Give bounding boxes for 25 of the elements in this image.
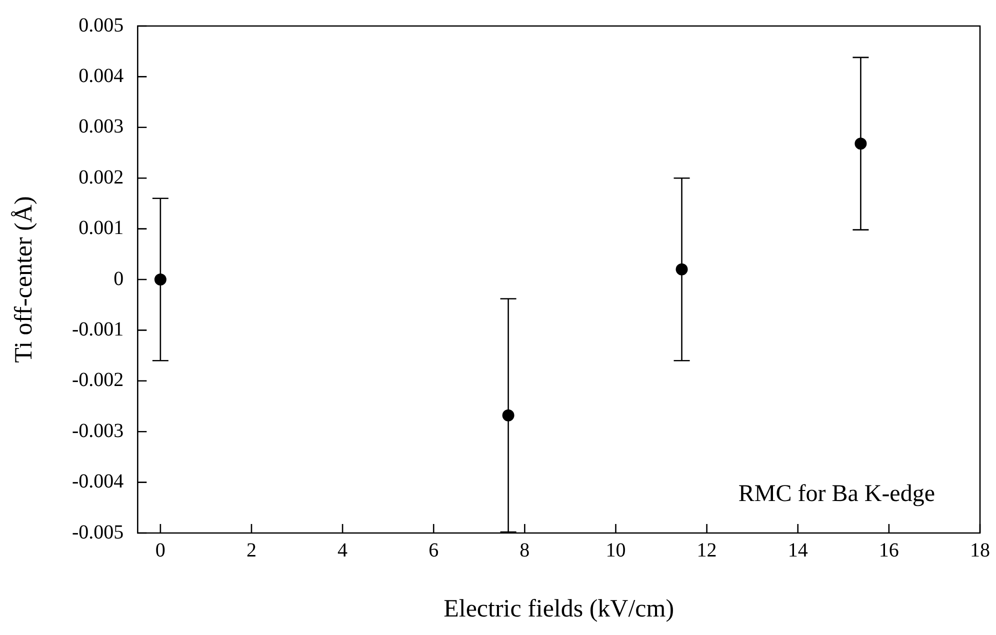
- x-tick-label: 4: [338, 539, 348, 562]
- x-tick-label: 12: [696, 539, 717, 562]
- y-tick-label: 0.005: [78, 14, 124, 36]
- y-tick-label: 0: [114, 268, 124, 290]
- x-tick-label: 14: [788, 539, 808, 562]
- x-tick-label: 18: [970, 539, 990, 562]
- x-tick-label: 8: [520, 539, 530, 562]
- y-tick-label: 0.001: [78, 217, 124, 240]
- y-tick-label: -0.001: [72, 318, 124, 340]
- annotation: RMC for Ba K-edge: [738, 481, 935, 507]
- x-tick-label: 16: [878, 539, 899, 562]
- y-tick-label: -0.005: [72, 521, 124, 544]
- x-tick-label: 2: [246, 539, 256, 562]
- y-tick-label: 0.002: [78, 166, 124, 188]
- y-axis-title: Ti off-center (Å): [10, 196, 38, 363]
- y-tick-label: -0.004: [72, 470, 124, 493]
- y-tick-label: 0.003: [78, 116, 124, 138]
- y-tick-label: -0.002: [72, 369, 124, 392]
- point: [154, 274, 166, 286]
- x-tick-label: 0: [155, 539, 166, 562]
- y-tick-label: 0.004: [78, 64, 124, 87]
- y-tick-label: -0.003: [72, 420, 124, 442]
- x-tick-label: 6: [428, 539, 439, 562]
- x-axis-title: Electric fields (kV/cm): [444, 596, 674, 623]
- x-tick-label: 10: [606, 539, 626, 562]
